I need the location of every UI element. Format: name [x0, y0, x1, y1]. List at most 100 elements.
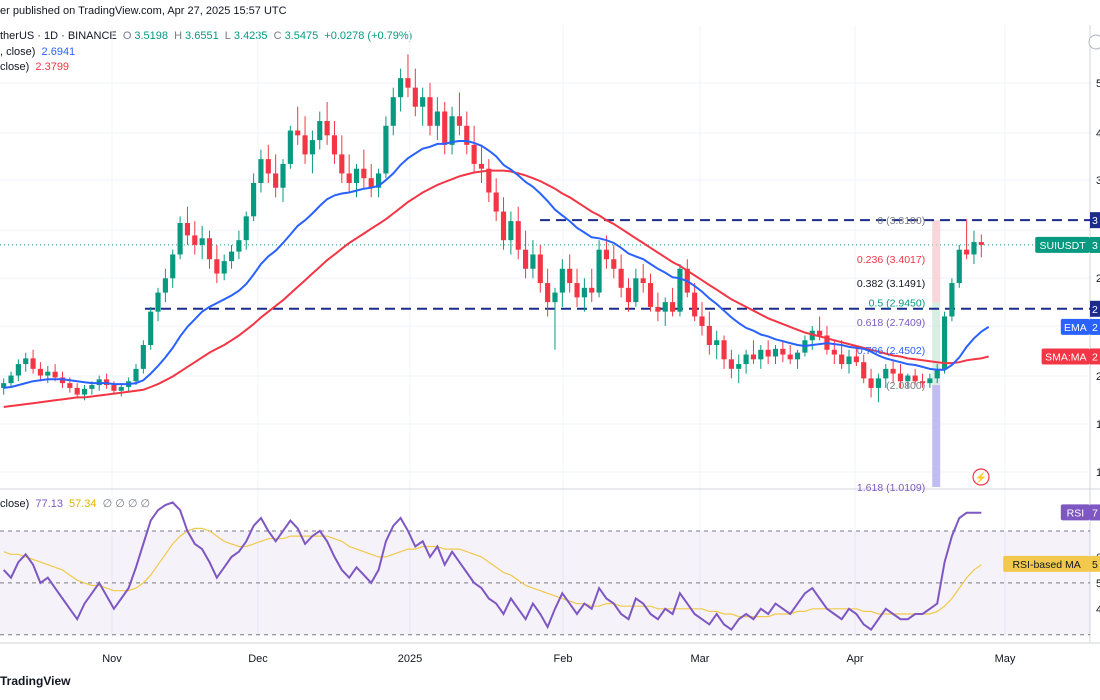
level-mid-badge-value: 2	[1092, 304, 1098, 316]
candle-body	[868, 378, 874, 388]
candle-body	[817, 330, 823, 336]
candle-body	[500, 211, 507, 241]
ohlc-c-value: 3.5475	[284, 30, 319, 42]
rsi-legend[interactable]: close) 77.13 57.34 ∅ ∅ ∅ ∅	[0, 497, 153, 510]
candle-body	[162, 278, 168, 293]
candle-body	[243, 216, 249, 241]
candle-body	[148, 311, 154, 346]
candle-body	[890, 368, 896, 374]
candle-body	[118, 386, 124, 391]
candle-body	[471, 144, 477, 164]
candle-body	[618, 268, 624, 288]
symbol-badge-value-bg	[1090, 236, 1100, 253]
candle-body	[552, 292, 558, 303]
tradingview-watermark: TradingView	[0, 674, 71, 688]
axes: NovDec2025FebMarAprMay54322211654⚡	[102, 34, 1100, 665]
sma-badge-value-bg	[1090, 348, 1100, 365]
candle-body	[295, 130, 301, 136]
candle-body	[339, 154, 345, 174]
candle-body	[493, 192, 499, 212]
ohlc-l-label: L	[224, 30, 231, 42]
horizontal-levels	[145, 219, 1090, 310]
candle-body	[375, 173, 382, 188]
candle-body	[647, 283, 654, 307]
candle-body	[728, 359, 734, 369]
time-axis-label: Feb	[554, 653, 573, 665]
candle-body	[52, 371, 58, 378]
candle-body	[508, 221, 514, 241]
settings-icon	[1088, 34, 1100, 50]
candle-body	[74, 387, 80, 395]
sma-badge-label-bg	[1041, 348, 1090, 365]
candle-body	[699, 316, 705, 326]
fib-label: 0.236 (3.4017)	[857, 254, 925, 266]
candle-body	[772, 348, 779, 357]
sma-legend-label: close)	[0, 61, 30, 73]
candle-body	[794, 352, 801, 360]
rsi-ma-badge-label: RSI-based MA	[1012, 559, 1080, 571]
ohlc-h-label: H	[174, 30, 183, 42]
candle-body	[184, 223, 191, 236]
sma-legend[interactable]: close) 2.3799	[0, 61, 72, 73]
candle-body	[670, 302, 676, 312]
time-axis-label: May	[995, 653, 1016, 665]
candle-body	[596, 249, 602, 293]
ohlc-o-label: O	[122, 30, 132, 42]
ema-badge-value: 2	[1092, 322, 1098, 334]
sma-legend-value: 2.3799	[35, 61, 70, 73]
candle-body	[780, 348, 786, 355]
candle-body	[567, 268, 573, 284]
candle-body	[574, 283, 580, 298]
ema-line	[3, 140, 990, 389]
fib-label: 1.618 (1.0109)	[857, 482, 925, 494]
candle-body	[170, 254, 176, 279]
candle-body	[964, 249, 970, 255]
candle-body	[581, 287, 587, 298]
candle-body	[199, 238, 205, 245]
grid	[0, 25, 1100, 644]
candle-body	[361, 168, 367, 179]
candle-body	[714, 340, 720, 346]
candle-body	[758, 349, 764, 360]
candle-body	[537, 254, 543, 284]
candle-body	[934, 368, 940, 379]
rsi-badge-value: 7	[1092, 507, 1098, 519]
level-top-badge-value-bg	[1090, 212, 1100, 229]
candle-body	[405, 78, 411, 88]
candle-body	[434, 111, 440, 126]
time-axis-label: Nov	[102, 653, 122, 665]
price-badges: 3 SUIUSDT 3 2 EMA 2 SMA:MA 2 RSI 7 RSI-based MA 5	[1003, 212, 1100, 572]
candle-body	[236, 240, 242, 252]
candle-body	[309, 140, 315, 155]
ema-legend[interactable]: , close) 2.6941	[0, 46, 78, 58]
fib-retrace-bar-lower	[932, 302, 941, 386]
candle-body	[398, 78, 404, 98]
candle-body	[589, 287, 595, 293]
candle-body	[919, 381, 926, 384]
candle-body	[302, 135, 308, 155]
rsi-badge-label-bg	[1060, 504, 1090, 521]
price-axis-label: 2	[1096, 371, 1100, 383]
fib-retrace-bar-upper	[932, 220, 941, 303]
sma-badge-value: 2	[1092, 351, 1098, 363]
candle-body	[15, 364, 21, 376]
published-text: er published on TradingView.com, Apr 27,…	[0, 5, 287, 17]
rsi-legend-value: 77.13	[35, 498, 63, 510]
ohlc-change: +0.0278 (+0.79%)	[324, 30, 413, 42]
candle-body	[30, 358, 36, 369]
time-axis-label: Dec	[248, 653, 268, 665]
candle-body	[883, 368, 889, 379]
candle-body	[897, 373, 904, 382]
candle-body	[927, 378, 933, 384]
candle-body	[368, 178, 374, 188]
price-axis-label: 3	[1096, 175, 1100, 187]
candle-body	[317, 121, 323, 141]
candle-body	[559, 268, 565, 293]
sma-badge-label: SMA:MA	[1045, 351, 1086, 363]
candle-body	[177, 223, 183, 255]
rsi-legend-extras: ∅ ∅ ∅ ∅	[102, 498, 151, 510]
candle-body	[192, 235, 198, 245]
candle-body	[214, 259, 220, 274]
